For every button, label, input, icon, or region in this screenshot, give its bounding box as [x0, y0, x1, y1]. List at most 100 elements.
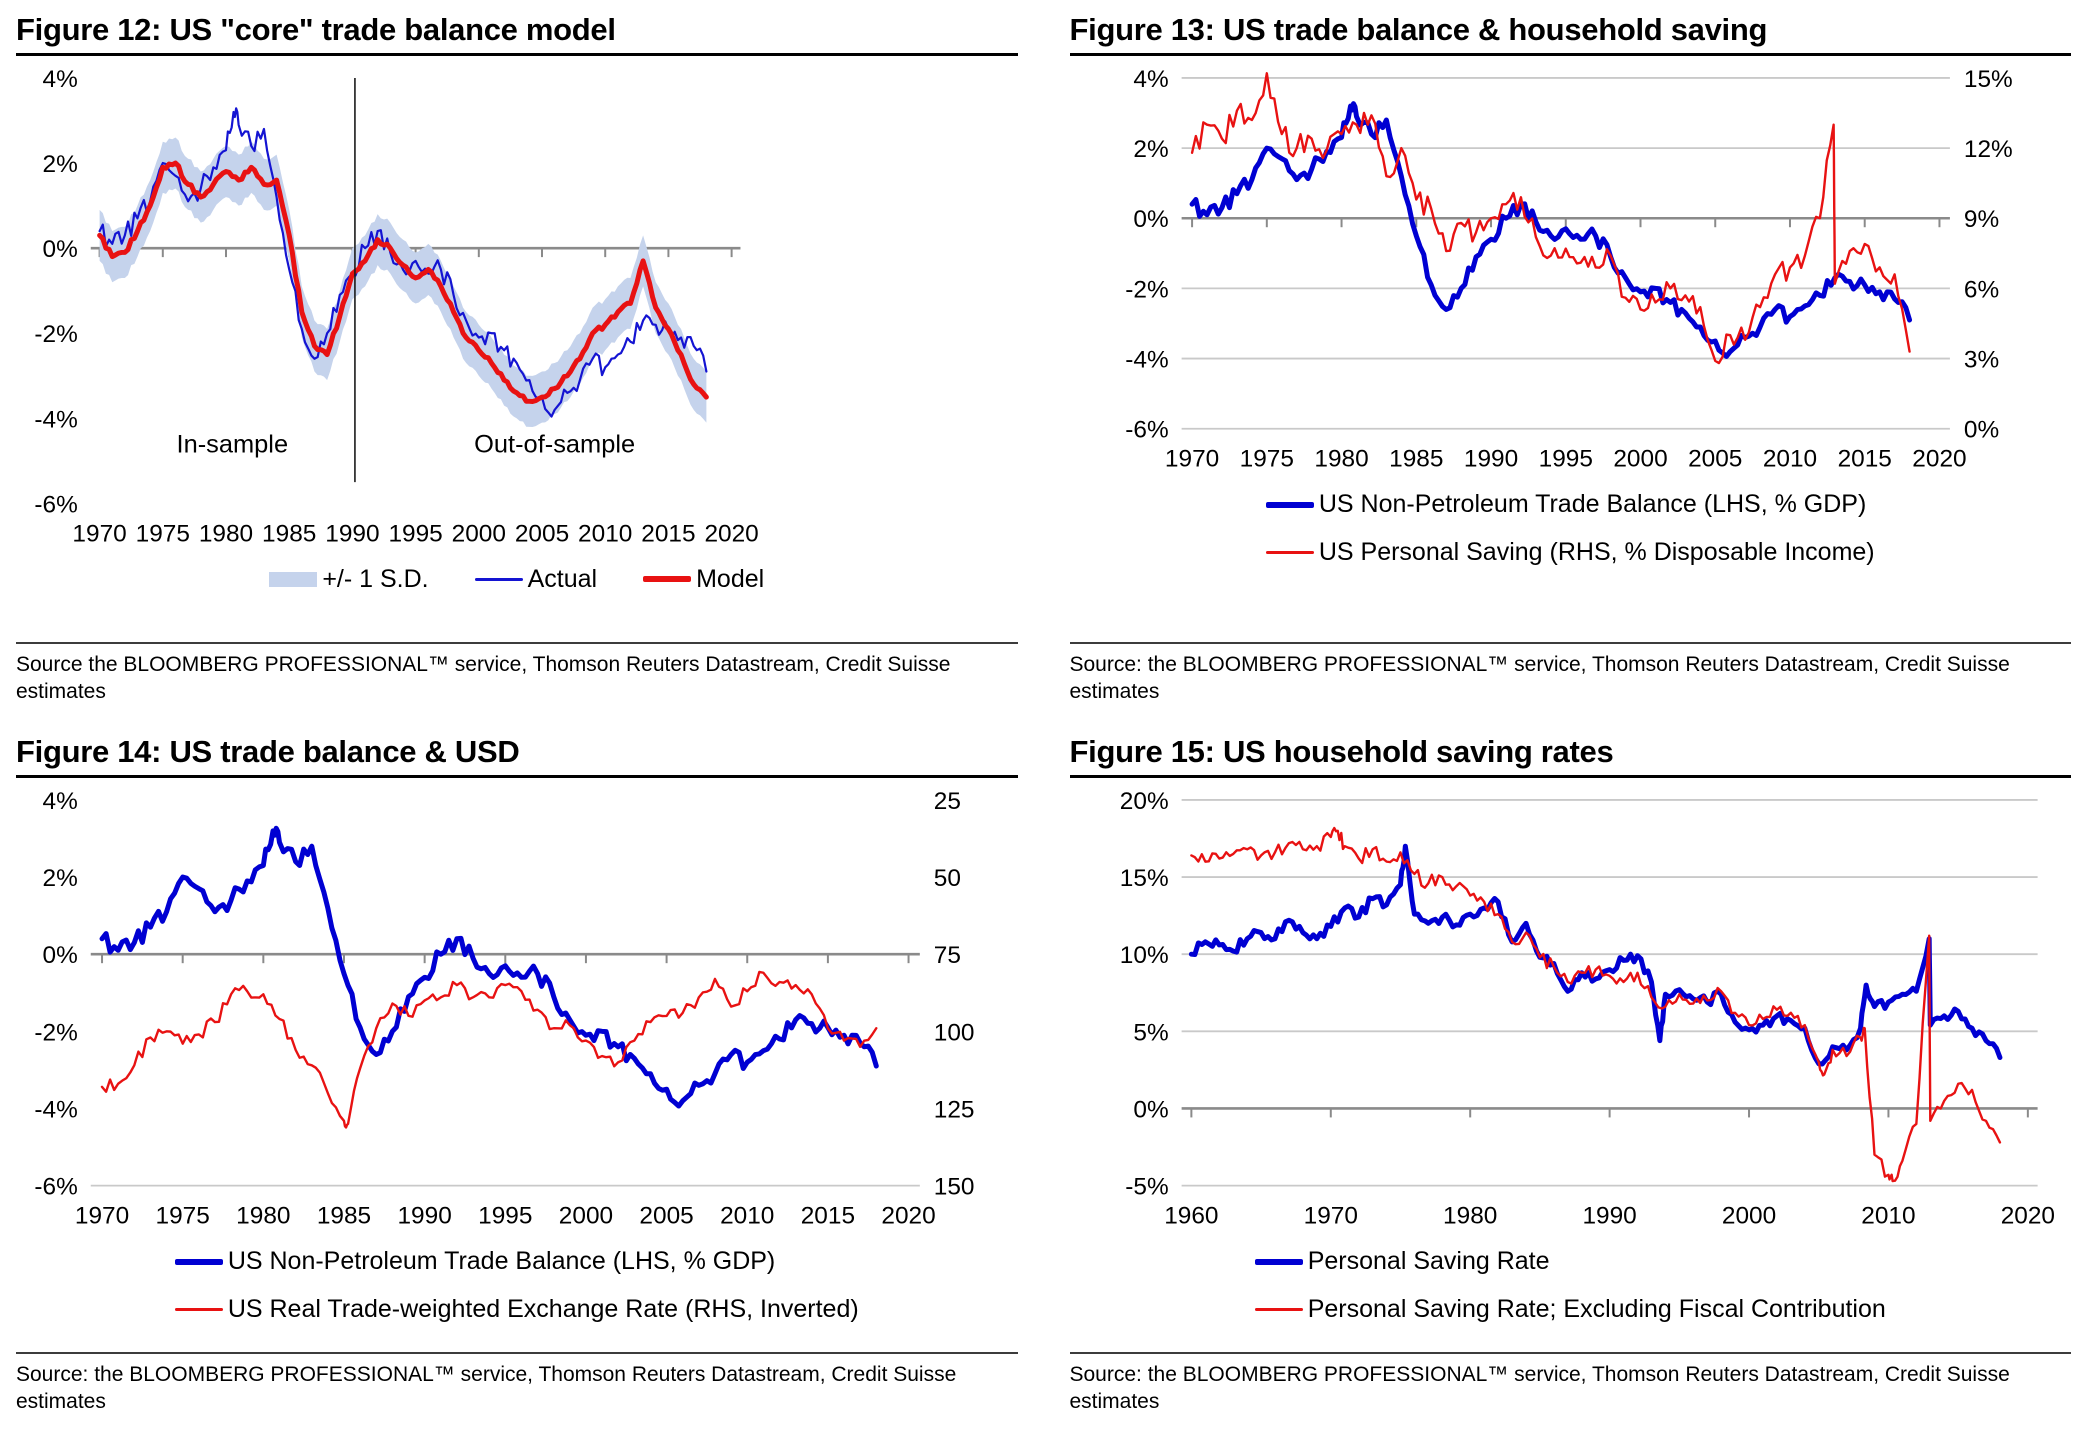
legend-row: US Non-Petroleum Trade Balance (LHS, % G… — [1265, 490, 1867, 519]
series-line — [100, 970, 878, 1129]
figure-13-title: Figure 13: US trade balance & household … — [1069, 12, 2071, 56]
left-axis-label: 20% — [1119, 788, 1168, 815]
left-axis-label: -5% — [1125, 1173, 1168, 1200]
line-swatch-icon — [643, 576, 692, 583]
x-axis-label: 1970 — [75, 1202, 129, 1229]
x-axis-label: 1980 — [1314, 445, 1368, 472]
legend-label: Actual — [527, 564, 598, 593]
right-axis-label: 150 — [934, 1173, 975, 1200]
x-axis-label: 1975 — [1239, 445, 1293, 472]
left-axis-label: -6% — [34, 1173, 77, 1200]
legend-item: US Non-Petroleum Trade Balance (LHS, % G… — [174, 1247, 775, 1276]
legend-item: US Personal Saving (RHS, % Disposable In… — [1265, 538, 1875, 567]
legend-label: Personal Saving Rate — [1307, 1247, 1550, 1276]
left-axis-label: -6% — [1125, 416, 1168, 443]
chart-annotation: Out-of-sample — [474, 430, 635, 458]
left-axis-label: 4% — [43, 788, 78, 815]
left-axis-label: 15% — [1119, 865, 1168, 892]
x-axis-label: 2020 — [704, 520, 758, 547]
x-axis-label: 1980 — [199, 520, 253, 547]
x-axis-label: 2020 — [1912, 445, 1966, 472]
legend-item: Personal Saving Rate — [1254, 1247, 1550, 1276]
right-axis-label: 9% — [1963, 206, 1998, 233]
left-axis-label: -2% — [34, 1019, 77, 1046]
x-axis-label: 1960 — [1164, 1202, 1218, 1229]
line-swatch-icon — [1254, 1258, 1303, 1265]
legend-row: US Non-Petroleum Trade Balance (LHS, % G… — [174, 1247, 775, 1276]
figure-14-source: Source: the BLOOMBERG PROFESSIONAL™ serv… — [16, 1351, 1018, 1416]
legend-label: US Personal Saving (RHS, % Disposable In… — [1318, 538, 1875, 567]
legend-label: US Real Trade-weighted Exchange Rate (RH… — [227, 1295, 859, 1324]
left-axis-label: 0% — [1133, 1096, 1168, 1123]
x-axis-label: 1995 — [1538, 445, 1592, 472]
x-axis-label: 2020 — [881, 1202, 935, 1229]
left-axis-label: 4% — [43, 66, 78, 93]
x-axis-label: 1985 — [317, 1202, 371, 1229]
left-axis-label: -6% — [34, 491, 77, 518]
line-swatch-icon — [174, 1258, 223, 1265]
x-axis-label: 2005 — [515, 520, 569, 547]
legend-label: +/- 1 S.D. — [322, 564, 429, 593]
x-axis-label: 1990 — [397, 1202, 451, 1229]
x-axis-label: 1995 — [478, 1202, 532, 1229]
x-axis-label: 1995 — [388, 520, 442, 547]
figure-13-source: Source: the BLOOMBERG PROFESSIONAL™ serv… — [1069, 641, 2071, 706]
right-axis-label: 12% — [1963, 136, 2012, 163]
left-axis-label: -4% — [34, 406, 77, 433]
left-axis-label: 0% — [1133, 206, 1168, 233]
right-axis-label: 125 — [934, 1096, 975, 1123]
x-axis-label: 1990 — [325, 520, 379, 547]
figure-14-title: Figure 14: US trade balance & USD — [16, 734, 1018, 778]
line-swatch-icon — [1254, 1308, 1303, 1312]
figure-14-panel: Figure 14: US trade balance & USD 4% 2% 0%… — [16, 734, 1018, 1416]
sd-band — [99, 137, 707, 427]
figure-15-title: Figure 15: US household saving rates — [1069, 734, 2071, 778]
x-axis-label: 1980 — [236, 1202, 290, 1229]
figure-15-source: Source: the BLOOMBERG PROFESSIONAL™ serv… — [1069, 1351, 2071, 1416]
legend-item: US Real Trade-weighted Exchange Rate (RH… — [174, 1295, 859, 1324]
legend-item: US Non-Petroleum Trade Balance (LHS, % G… — [1265, 490, 1867, 519]
figure-13-legend: US Non-Petroleum Trade Balance (LHS, % G… — [1070, 490, 2072, 567]
x-axis-label: 1970 — [1303, 1202, 1357, 1229]
left-axis-label: 10% — [1119, 942, 1168, 969]
figure-14-legend: US Non-Petroleum Trade Balance (LHS, % G… — [16, 1247, 1018, 1324]
x-axis-label: 1985 — [262, 520, 316, 547]
x-axis-label: 2000 — [452, 520, 506, 547]
x-axis-label: 2015 — [641, 520, 695, 547]
figure-15-panel: Figure 15: US household saving rates 20%… — [1069, 734, 2071, 1416]
right-axis-label: 0% — [1963, 416, 1998, 443]
figure-13-chart: 4% 2% 0% -2% -4% -6% 15% 12% 9% 6% 3% 0% 1970 1975 198… — [1125, 66, 2012, 473]
figure-12-title: Figure 12: US "core" trade balance model — [16, 12, 1018, 56]
figure-15-chart: 20% 15% 10% 5% 0% -5%1960 1970 1980 1990 2000 2010… — [1119, 788, 2054, 1230]
line-swatch-icon — [1265, 551, 1314, 555]
left-axis-label: 2% — [1133, 136, 1168, 163]
figure-12-source: Source the BLOOMBERG PROFESSIONAL™ servi… — [16, 641, 1018, 706]
legend-row: Personal Saving Rate; Excluding Fiscal C… — [1254, 1295, 1886, 1324]
legend-item: +/- 1 S.D. — [269, 564, 429, 594]
left-axis-label: 4% — [1133, 66, 1168, 93]
left-axis-label: 0% — [43, 942, 78, 969]
line-swatch-icon — [174, 1308, 223, 1312]
x-axis-label: 2015 — [1837, 445, 1891, 472]
band-swatch-icon — [269, 571, 318, 587]
figure-12-panel: Figure 12: US "core" trade balance model… — [16, 12, 1018, 706]
left-axis-label: 2% — [43, 151, 78, 178]
x-axis-label: 2010 — [1762, 445, 1816, 472]
series-line — [1190, 71, 1911, 364]
x-axis-label: 2010 — [1861, 1202, 1915, 1229]
left-axis-label: 5% — [1133, 1019, 1168, 1046]
right-axis-label: 3% — [1963, 346, 1998, 373]
legend-row: +/- 1 S.D. Actual Model — [269, 565, 764, 594]
legend-row: US Real Trade-weighted Exchange Rate (RH… — [174, 1295, 859, 1324]
line-swatch-icon — [474, 577, 523, 581]
right-axis-label: 25 — [934, 788, 961, 815]
x-axis-label: 2020 — [2000, 1202, 2054, 1229]
x-axis-label: 2005 — [639, 1202, 693, 1229]
left-axis-label: -2% — [1125, 276, 1168, 303]
series-line — [99, 825, 879, 1109]
legend-item: Actual — [474, 564, 598, 594]
legend-label: Model — [696, 564, 765, 593]
x-axis-label: 1970 — [72, 520, 126, 547]
legend-label: US Non-Petroleum Trade Balance (LHS, % G… — [1318, 490, 1867, 519]
x-axis-label: 2000 — [1721, 1202, 1775, 1229]
